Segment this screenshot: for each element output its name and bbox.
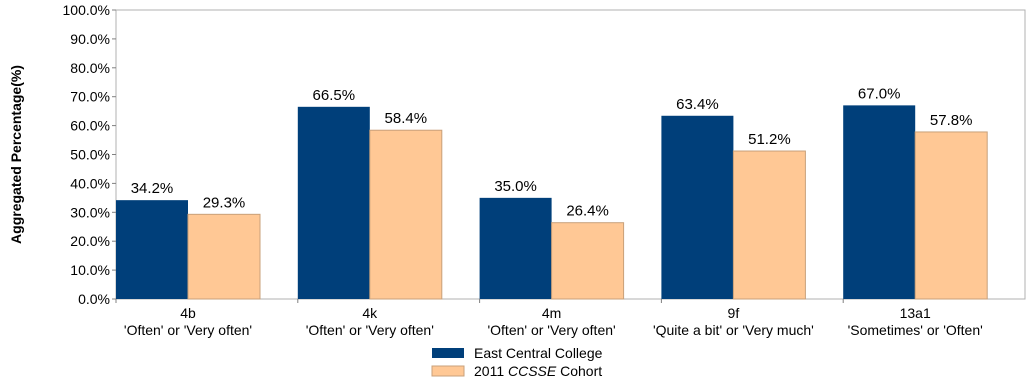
y-tick-label: 80.0%	[70, 60, 110, 76]
y-tick-label: 50.0%	[70, 147, 110, 163]
plot-area: 0.0% 10.0% 20.0% 30.0% 40.0% 50.0% 60.0% 70.0% 8…	[63, 2, 1026, 338]
y-tick-label: 40.0%	[70, 175, 110, 191]
y-tick-label: 60.0%	[70, 118, 110, 134]
data-label: 51.2%	[748, 131, 791, 148]
data-label: 34.2%	[131, 180, 174, 197]
data-label: 58.4%	[385, 110, 428, 127]
x-tick-label-sub: 'Sometimes' or 'Often'	[848, 322, 983, 338]
bar	[116, 200, 188, 299]
bar	[479, 197, 552, 299]
y-tick-label: 100.0%	[63, 2, 110, 18]
x-tick-label-sub: 'Often' or 'Very often'	[306, 322, 434, 338]
y-axis-label: Aggregated Percentage(%)	[8, 65, 24, 244]
y-tick-label: 20.0%	[70, 233, 110, 249]
legend: East Central College 2011 CCSSE Cohort	[431, 345, 603, 379]
bar	[661, 115, 734, 299]
legend-swatch	[432, 348, 464, 358]
legend-label: 2011 CCSSE Cohort	[474, 363, 602, 379]
y-axis-title: Aggregated Percentage(%)	[8, 65, 24, 244]
bar	[843, 105, 916, 300]
x-tick-label-sub: 'Quite a bit' or 'Very much'	[653, 322, 814, 338]
bar	[297, 106, 370, 299]
data-label: 67.0%	[858, 85, 901, 102]
x-tick-label: 13a1	[900, 305, 931, 321]
y-tick-label: 90.0%	[70, 31, 110, 47]
x-tick-label: 4m	[542, 305, 561, 321]
x-tick-label-sub: 'Often' or 'Very often'	[124, 322, 252, 338]
bar	[732, 150, 806, 300]
data-label: 66.5%	[313, 87, 356, 104]
y-tick-label: 0.0%	[78, 291, 110, 307]
x-tick-label: 4k	[362, 305, 378, 321]
bar	[551, 222, 625, 300]
y-tick-label: 70.0%	[70, 89, 110, 105]
x-tick-label: 4b	[180, 305, 196, 321]
x-tick-label: 9f	[728, 305, 740, 321]
legend-label: East Central College	[474, 345, 603, 361]
bar	[187, 213, 261, 300]
bar	[369, 129, 443, 300]
y-tick-label: 30.0%	[70, 204, 110, 220]
data-label: 35.0%	[494, 178, 537, 195]
data-label: 26.4%	[566, 203, 609, 220]
bar	[914, 131, 988, 300]
y-tick-label: 10.0%	[70, 262, 110, 278]
data-label: 29.3%	[203, 194, 246, 211]
x-tick-label-sub: 'Often' or 'Very often'	[487, 322, 615, 338]
data-label: 57.8%	[930, 112, 973, 129]
data-label: 63.4%	[676, 96, 719, 113]
legend-swatch	[431, 365, 465, 377]
